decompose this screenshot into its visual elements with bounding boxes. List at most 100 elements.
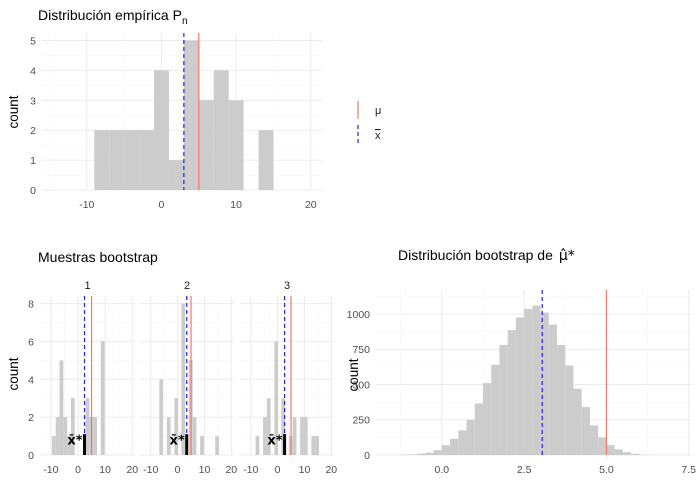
x-tick-label: 0.0 (435, 464, 450, 476)
histogram-bar (311, 436, 316, 455)
x-tick-label: 7.5 (681, 464, 696, 476)
histogram-bar (192, 417, 197, 455)
empirical-y-axis-label: count (6, 95, 21, 128)
histogram-bar (228, 100, 244, 190)
histogram-bar (255, 436, 260, 455)
histogram-bar (70, 398, 75, 455)
histogram-bar (548, 324, 558, 455)
bootstrap-distribution-tick-labels: 0 250 500 750 1000 0.0 2.5 5.0 7.5 (347, 309, 697, 476)
x-tick-label: -10 (79, 199, 94, 211)
histogram-bar (215, 436, 219, 455)
legend: μ x (357, 101, 381, 145)
histogram-bar (507, 330, 516, 455)
bootstrap-distribution-chart: Distribución bootstrap de μ̂* count 0 250 5… (346, 247, 696, 476)
histogram-bar (303, 417, 308, 455)
xbar-star-annotation: x̄* (267, 434, 282, 449)
histogram-bar (166, 417, 171, 455)
empirical-chart-title: Distribución empírica Pn (38, 7, 188, 27)
x-tick-label: 20 (126, 464, 138, 476)
x-tick-label: -10 (243, 464, 258, 476)
y-tick-label: 2 (28, 412, 34, 424)
facet-strip-label: 2 (184, 280, 190, 292)
histogram-bar (557, 345, 566, 455)
empirical-reference-lines (183, 33, 200, 190)
histogram-bar (154, 70, 169, 190)
histogram-bar (532, 305, 541, 455)
histogram-bar (466, 419, 475, 455)
histogram-bar (198, 100, 214, 190)
histogram-bar (266, 398, 271, 455)
histogram-bar (274, 341, 279, 455)
histogram-bar (183, 40, 199, 190)
y-tick-label: 8 (28, 299, 34, 311)
histogram-bar (109, 130, 125, 190)
bootstrap-distribution-bars (400, 305, 656, 455)
histogram-bar (622, 452, 632, 455)
histogram-bar (614, 449, 623, 455)
y-tick-label: 1 (30, 155, 36, 167)
histogram-bar (433, 450, 442, 455)
histogram-bar (425, 452, 434, 455)
histogram-bar (589, 425, 599, 455)
x-tick-label: 10 (99, 464, 111, 476)
histogram-bar (491, 364, 500, 455)
histogram-bar (581, 407, 590, 455)
y-tick-label: 2 (30, 125, 36, 137)
x-tick-label: 20 (325, 464, 337, 476)
histogram-bar (573, 388, 582, 455)
y-tick-label: 500 (352, 379, 370, 391)
y-tick-label: 250 (352, 415, 370, 427)
histogram-bar (540, 312, 549, 455)
histogram-bar (315, 436, 319, 455)
x-tick-label: 10 (230, 199, 242, 211)
histogram-bar (159, 379, 164, 455)
histogram-bar (168, 160, 184, 190)
bootstrap-facet-3: 3 x̄* -10 0 10 20 (240, 280, 337, 476)
x-tick-label: 10 (199, 464, 211, 476)
x-tick-label: 0 (275, 464, 281, 476)
xbar-star-annotation: x̄* (67, 434, 82, 449)
histogram-bar (482, 383, 492, 455)
x-tick-label: 20 (225, 464, 237, 476)
histogram-bar (94, 130, 110, 190)
x-tick-label: 0 (175, 464, 181, 476)
x-tick-label: 2.5 (517, 464, 532, 476)
histogram-bar (124, 130, 140, 190)
histogram-bar (63, 417, 68, 455)
x-tick-label: -10 (143, 464, 158, 476)
bootstrap-distribution-y-axis-label: count (346, 358, 361, 391)
histogram-bar (458, 430, 467, 455)
x-tick-label: 10 (299, 464, 311, 476)
histogram-bar (292, 417, 297, 455)
histogram-bar (300, 417, 304, 455)
y-tick-label: 1000 (347, 309, 371, 321)
histogram-bar (55, 417, 60, 455)
y-tick-label: 6 (28, 336, 34, 348)
bootstrap-samples-chart: Muestras bootstrap count 1x̄*-10 0 10 20024… (6, 249, 337, 476)
legend-mu-label: μ (375, 105, 381, 117)
y-tick-label: 5 (30, 35, 36, 47)
histogram-bar (524, 309, 533, 455)
y-tick-label: 4 (30, 65, 36, 77)
histogram-bar (174, 398, 179, 455)
histogram-bar (51, 436, 56, 455)
bootstrap-distribution-title: Distribución bootstrap de μ̂* (398, 247, 575, 264)
histogram-bar (499, 345, 508, 455)
histogram-bar (213, 70, 229, 190)
empirical-tick-labels: 0 1 2 3 4 5 -10 0 10 20 (30, 35, 317, 211)
histogram-bar (263, 417, 267, 455)
facet-strip-label: 3 (284, 280, 290, 292)
histogram-bar (417, 453, 426, 455)
histogram-bar (598, 437, 607, 455)
x-tick-label: 20 (305, 199, 317, 211)
histogram-bar (565, 365, 574, 455)
histogram-bar (450, 438, 459, 455)
x-tick-label: 0 (75, 464, 81, 476)
xbar-star-annotation: x̄* (170, 434, 185, 449)
histogram-bar (515, 317, 525, 455)
histogram-bar (67, 436, 71, 455)
histogram-bar (59, 360, 64, 455)
histogram-bar (441, 445, 451, 455)
